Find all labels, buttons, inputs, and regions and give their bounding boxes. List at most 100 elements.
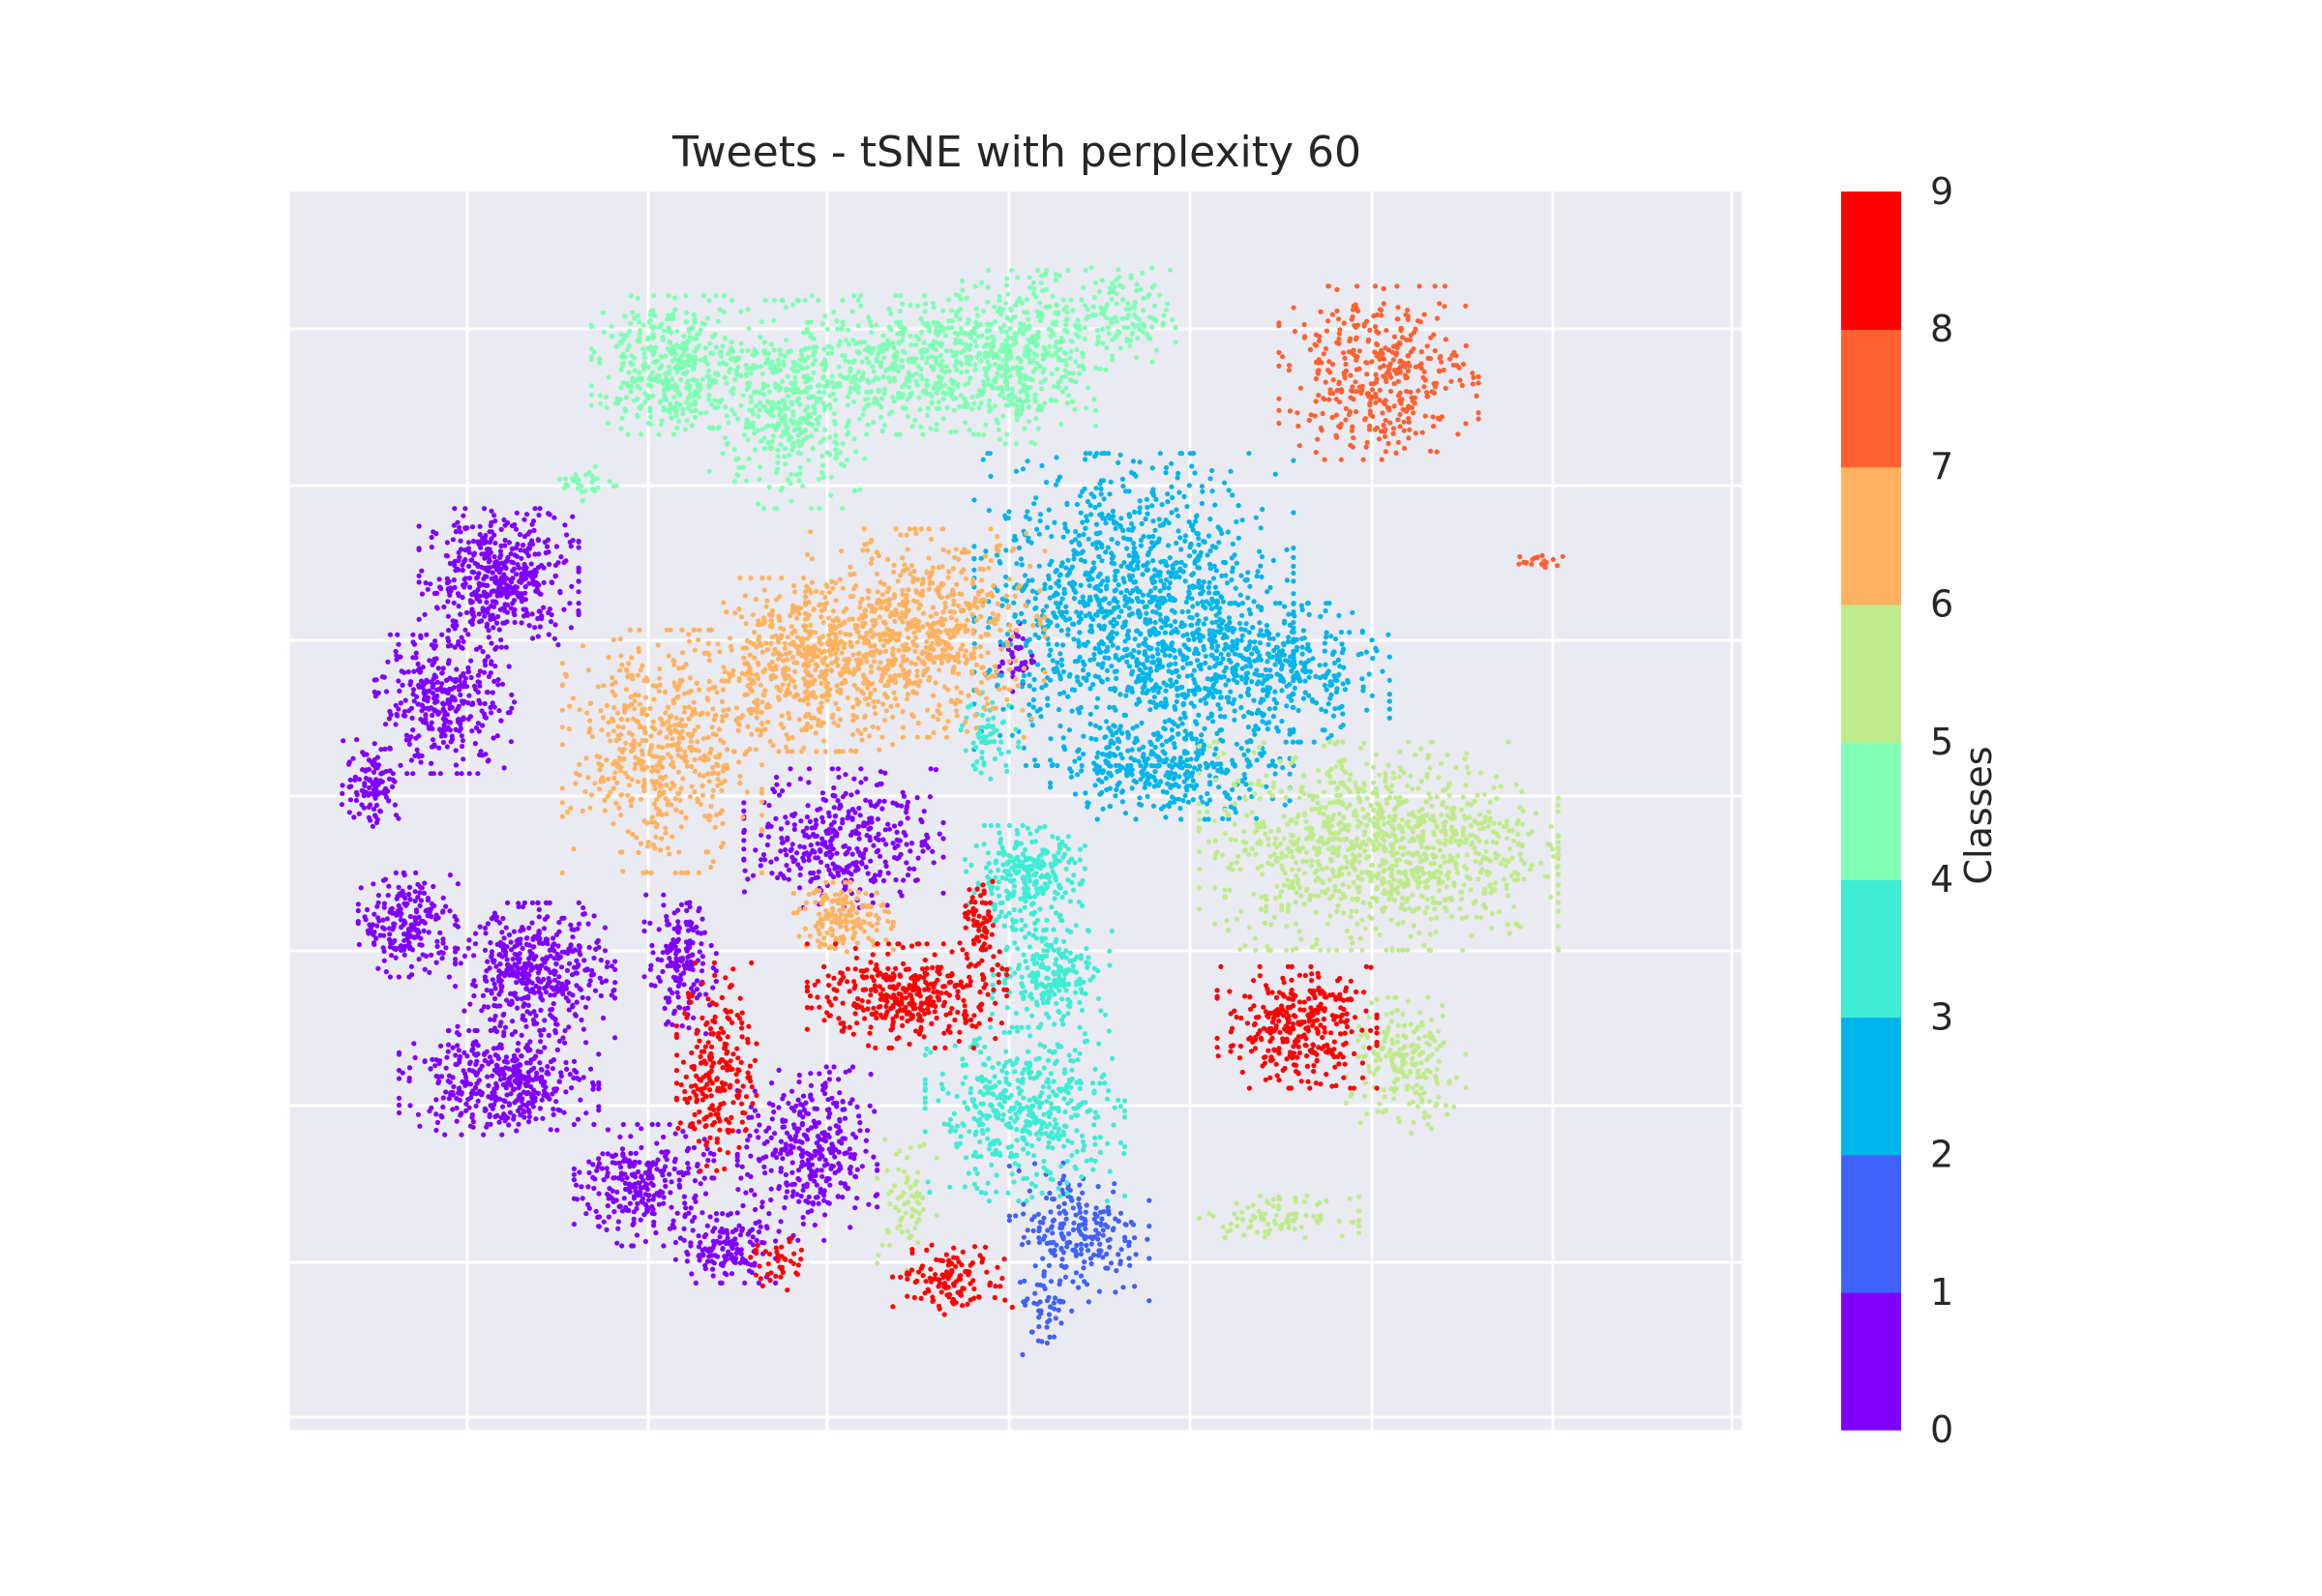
scatter-point-class-1 <box>1029 1217 1035 1223</box>
scatter-point-class-2 <box>1099 558 1105 564</box>
scatter-point-class-0 <box>351 814 357 820</box>
scatter-point-class-0 <box>477 752 483 758</box>
scatter-point-class-0 <box>445 719 451 724</box>
scatter-point-class-0 <box>905 872 911 878</box>
scatter-point-class-0 <box>821 1197 827 1203</box>
scatter-point-class-0 <box>621 1196 627 1201</box>
scatter-point-class-0 <box>425 705 431 711</box>
scatter-point-class-0 <box>612 980 618 986</box>
scatter-point-class-1 <box>1047 1317 1053 1323</box>
scatter-point-class-0 <box>545 941 551 947</box>
scatter-point-class-0 <box>517 532 523 538</box>
scatter-point-class-2 <box>1045 695 1051 701</box>
scatter-point-class-0 <box>497 554 503 561</box>
scatter-point-class-0 <box>919 842 925 848</box>
scatter-point-class-0 <box>441 604 447 610</box>
scatter-point-class-0 <box>784 1189 790 1195</box>
scatter-point-class-0 <box>451 1083 457 1090</box>
scatter-point-class-0 <box>481 711 488 717</box>
scatter-point-class-0 <box>558 1070 564 1076</box>
scatter-point-class-0 <box>548 619 554 625</box>
scatter-point-class-0 <box>696 1233 701 1239</box>
scatter-point-class-0 <box>504 1092 510 1098</box>
scatter-point-class-0 <box>692 1196 698 1201</box>
scatter-point-class-0 <box>531 944 537 950</box>
scatter-point-class-2 <box>1213 619 1219 625</box>
scatter-point-class-0 <box>791 822 797 828</box>
scatter-point-class-0 <box>591 1121 597 1128</box>
scatter-point-class-1 <box>1032 1290 1038 1296</box>
scatter-point-class-2 <box>1115 599 1120 605</box>
scatter-point-class-0 <box>676 1177 682 1183</box>
scatter-point-class-0 <box>525 546 532 551</box>
scatter-point-class-0 <box>432 657 437 663</box>
scatter-point-class-0 <box>894 856 900 862</box>
scatter-point-class-2 <box>1016 619 1022 625</box>
scatter-point-class-0 <box>574 958 580 963</box>
scatter-point-class-0 <box>531 527 537 534</box>
scatter-point-class-0 <box>806 857 812 863</box>
scatter-point-class-0 <box>538 1032 544 1038</box>
scatter-point-class-0 <box>474 1027 480 1034</box>
scatter-point-class-2 <box>1118 590 1124 596</box>
scatter-point-class-0 <box>579 1184 584 1190</box>
scatter-point-class-1 <box>1091 1252 1097 1257</box>
scatter-point-class-0 <box>402 709 407 715</box>
scatter-point-class-0 <box>470 1119 476 1125</box>
scatter-point-class-0 <box>729 1252 734 1257</box>
scatter-point-class-0 <box>496 941 503 947</box>
scatter-point-class-0 <box>407 682 413 688</box>
scatter-point-class-0 <box>424 632 430 637</box>
scatter-point-class-0 <box>930 848 936 854</box>
scatter-point-class-2 <box>1167 580 1173 586</box>
scatter-point-class-0 <box>837 1118 843 1124</box>
scatter-point-class-0 <box>740 1202 746 1209</box>
scatter-point-class-0 <box>773 1280 779 1286</box>
scatter-point-class-0 <box>648 962 654 968</box>
scatter-point-class-0 <box>367 777 372 783</box>
scatter-point-class-0 <box>484 1124 490 1130</box>
scatter-point-class-0 <box>753 1206 759 1213</box>
scatter-point-class-0 <box>505 900 511 906</box>
scatter-point-class-2 <box>1078 704 1084 711</box>
scatter-point-class-2 <box>1018 556 1024 562</box>
scatter-point-class-0 <box>639 1126 644 1132</box>
scatter-point-class-0 <box>454 1118 460 1124</box>
scatter-point-class-2 <box>1061 744 1067 750</box>
scatter-point-class-0 <box>437 771 443 777</box>
scatter-point-class-0 <box>812 833 818 840</box>
scatter-point-class-0 <box>783 847 789 853</box>
scatter-point-class-0 <box>514 1128 520 1134</box>
scatter-point-class-0 <box>385 893 391 899</box>
scatter-point-class-0 <box>661 892 667 898</box>
scatter-point-class-2 <box>1093 704 1099 710</box>
scatter-point-class-0 <box>417 1123 423 1129</box>
scatter-point-class-2 <box>1011 537 1017 543</box>
scatter-point-class-0 <box>713 951 719 957</box>
scatter-point-class-0 <box>526 1109 532 1115</box>
scatter-point-class-2 <box>1245 595 1251 601</box>
scatter-point-class-1 <box>1042 1233 1048 1239</box>
scatter-point-class-1 <box>1110 1227 1116 1233</box>
scatter-point-class-2 <box>1272 471 1278 477</box>
scatter-point-class-1 <box>1027 1188 1032 1194</box>
scatter-point-class-0 <box>447 908 453 914</box>
scatter-point-class-2 <box>1157 611 1163 617</box>
scatter-point-class-0 <box>576 589 581 595</box>
scatter-point-class-1 <box>1078 1241 1085 1247</box>
scatter-point-class-1 <box>1121 1234 1128 1240</box>
scatter-point-class-1 <box>1098 1221 1104 1227</box>
scatter-point-class-0 <box>415 661 421 667</box>
scatter-point-class-0 <box>489 1058 494 1065</box>
scatter-point-class-2 <box>1074 501 1080 508</box>
scatter-point-class-2 <box>1163 622 1169 628</box>
scatter-point-class-0 <box>858 860 865 866</box>
scatter-point-class-0 <box>492 995 498 1002</box>
scatter-point-class-0 <box>452 506 458 512</box>
scatter-point-class-0 <box>420 665 426 670</box>
scatter-point-class-2 <box>1091 656 1097 662</box>
scatter-point-class-0 <box>598 958 604 963</box>
scatter-point-class-0 <box>556 1079 563 1084</box>
scatter-point-class-0 <box>461 756 466 762</box>
scatter-point-class-0 <box>536 512 542 518</box>
